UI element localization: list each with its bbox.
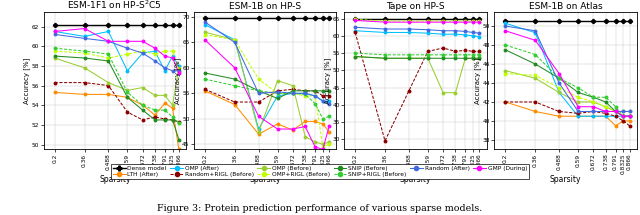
X-axis label: Sparsity: Sparsity — [250, 175, 281, 184]
Title: ESM-1F1 on HP-S$^2$C5: ESM-1F1 on HP-S$^2$C5 — [67, 0, 162, 11]
Title: Tape on HP-S: Tape on HP-S — [386, 2, 445, 11]
Y-axis label: Accuracy [%]: Accuracy [%] — [474, 57, 481, 104]
X-axis label: Sparsity: Sparsity — [399, 175, 431, 184]
Y-axis label: Accuracy [%]: Accuracy [%] — [324, 57, 331, 104]
Title: ESM-1B on Atlas: ESM-1B on Atlas — [529, 2, 602, 11]
X-axis label: Sparsity: Sparsity — [99, 175, 131, 184]
Text: Figure 3: Protein prediction performance of various sparse models.: Figure 3: Protein prediction performance… — [157, 204, 483, 213]
Y-axis label: Accuracy [%]: Accuracy [%] — [174, 57, 180, 104]
Title: ESM-1B on HP-S: ESM-1B on HP-S — [229, 2, 301, 11]
Legend: Dense model, LTH (After), OMP (After), Random+RIGL (Before), OMP (Before), OMP+R: Dense model, LTH (After), OMP (After), R… — [111, 164, 529, 179]
X-axis label: Sparsity: Sparsity — [550, 175, 581, 184]
Y-axis label: Accuracy [%]: Accuracy [%] — [24, 57, 31, 104]
